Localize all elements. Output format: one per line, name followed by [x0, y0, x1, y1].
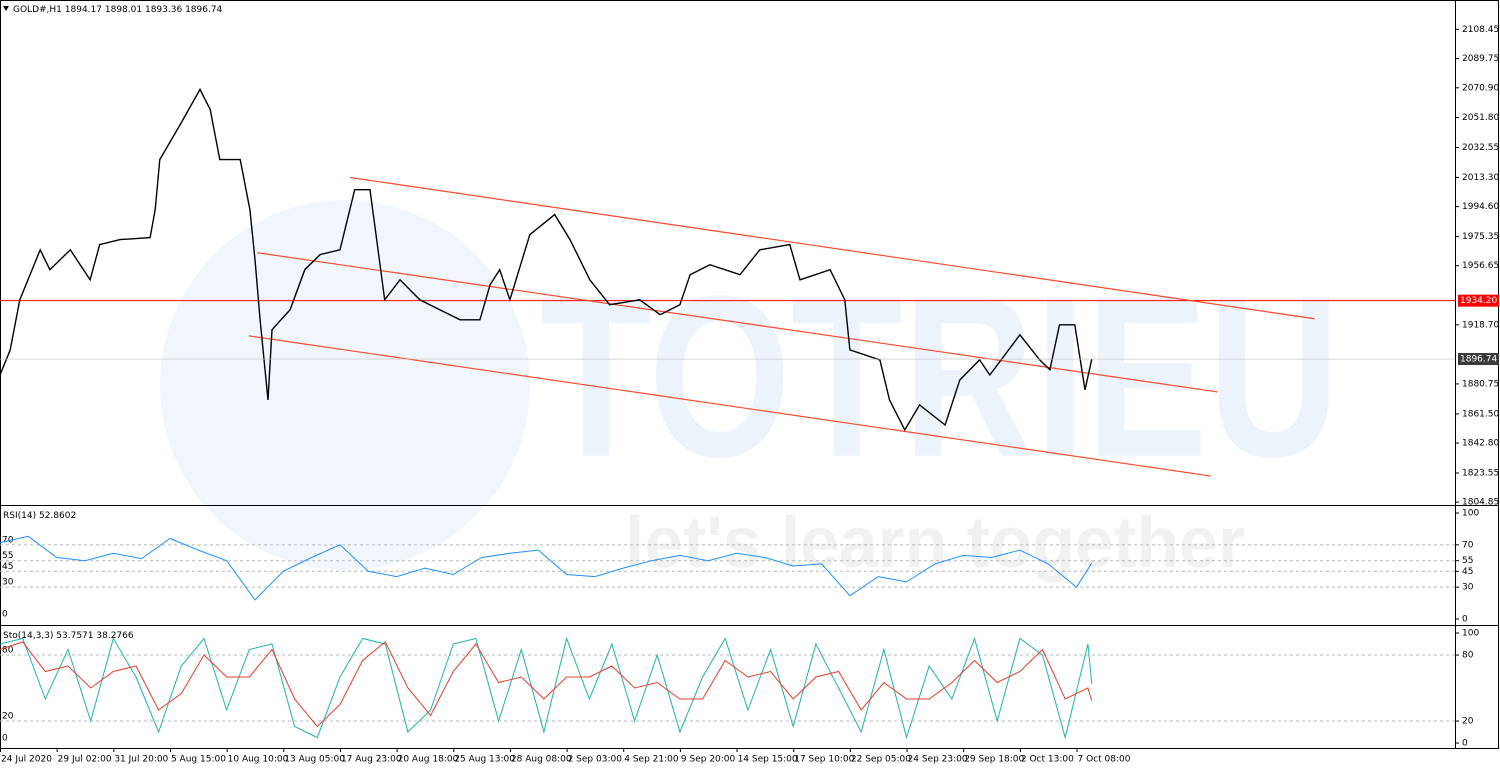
series-line [0, 641, 1093, 728]
x-tick-label: 31 Jul 20:00 [114, 755, 168, 765]
x-tick-label: 17 Aug 23:00 [341, 755, 402, 765]
indicator-header: Sto(14,3,3) 53.7571 38.2766 [3, 631, 134, 641]
x-tick-label: 9 Sep 20:00 [681, 755, 736, 765]
x-tick-label: 22 Sep 05:00 [851, 755, 911, 765]
watermark-logo [160, 200, 530, 570]
y-tick-label-left: 0 [2, 734, 8, 744]
trend-line [350, 176, 1315, 320]
indicator-value: 38.2766 [96, 631, 133, 641]
y-tick-label: 1842.80 [1462, 439, 1499, 449]
x-tick-label: 28 Aug 08:00 [511, 755, 572, 765]
y-tick-label: 0 [1462, 739, 1468, 749]
series-line [0, 535, 1093, 601]
y-tick-label-left: 0 [2, 609, 8, 619]
y-tick-label: 1918.70 [1462, 320, 1499, 330]
x-tick-label: 13 Aug 05:00 [284, 755, 345, 765]
x-tick-label: 24 Jul 2020 [1, 755, 52, 765]
y-tick-label: 1994.60 [1462, 202, 1499, 212]
y-tick-label: 1804.85 [1462, 498, 1499, 508]
y-tick-label-left: 20 [2, 712, 14, 722]
x-tick-label: 10 Aug 10:00 [228, 755, 289, 765]
symbol: GOLD#,H1 [13, 5, 62, 15]
y-tick-label-left: 30 [2, 578, 14, 588]
current-price-box [1458, 353, 1499, 366]
indicator-name: Sto(14,3,3) [3, 631, 53, 641]
x-tick-label: 14 Sep 15:00 [738, 755, 798, 765]
y-tick-label: 45 [1462, 567, 1473, 577]
y-tick-label-left: 70 [2, 535, 14, 545]
high: 1898.01 [105, 5, 142, 15]
x-tick-label: 17 Sep 10:00 [794, 755, 854, 765]
y-tick-label: 2089.75 [1462, 54, 1499, 64]
indicator-header: RSI(14) 52.8602 [3, 511, 76, 521]
x-tick-label: 25 Aug 13:00 [454, 755, 515, 765]
watermark-tagline: let's learn together [625, 503, 1245, 583]
close: 1896.74 [185, 5, 222, 15]
y-tick-label: 30 [1462, 583, 1474, 593]
hline-label: 1934.20 [1460, 296, 1497, 306]
symbol-header: GOLD#,H1 1894.17 1898.01 1893.36 1896.74 [13, 5, 223, 15]
x-tick-label: 24 Sep 23:00 [908, 755, 968, 765]
menu-arrow[interactable] [3, 6, 9, 11]
panel-frame [0, 625, 1499, 749]
trend-line [257, 252, 1218, 393]
x-tick-label: 4 Sep 21:00 [624, 755, 679, 765]
low: 1893.36 [145, 5, 182, 15]
y-tick-label-left: 45 [2, 562, 13, 572]
y-tick-label-left: 80 [2, 646, 14, 656]
x-tick-label: 29 Jul 02:00 [58, 755, 112, 765]
x-tick-label: 29 Sep 18:00 [964, 755, 1024, 765]
y-tick-label: 1956.65 [1462, 261, 1499, 271]
y-tick-label: 1823.55 [1462, 468, 1499, 478]
y-tick-label: 2108.45 [1462, 25, 1499, 35]
y-tick-label: 1880.75 [1462, 379, 1499, 389]
series-line [0, 87, 1093, 432]
indicator-name: RSI(14) [3, 511, 36, 521]
y-tick-label: 2070.90 [1462, 83, 1499, 93]
watermark-brand: TOTRIEU [540, 248, 1340, 505]
y-tick-label: 2051.80 [1462, 113, 1499, 123]
current-price-label: 1896.74 [1460, 355, 1497, 365]
x-tick-label: 20 Aug 18:00 [398, 755, 459, 765]
y-tick-label: 80 [1462, 651, 1474, 661]
y-tick-label: 100 [1462, 629, 1479, 639]
y-tick-label: 20 [1462, 717, 1474, 727]
y-tick-label-left: 55 [2, 551, 13, 561]
y-tick-label: 1861.50 [1462, 409, 1499, 419]
y-tick-label: 2013.30 [1462, 173, 1499, 183]
y-tick-label: 2032.55 [1462, 143, 1499, 153]
y-tick-label: 0 [1462, 614, 1468, 624]
x-tick-label: 5 Aug 15:00 [171, 755, 226, 765]
y-tick-label: 70 [1462, 540, 1474, 550]
x-tick-label: 2 Sep 03:00 [568, 755, 623, 765]
open: 1894.17 [65, 5, 102, 15]
hline-label-box [1458, 294, 1499, 307]
y-tick-label: 55 [1462, 556, 1473, 566]
y-tick-label: 100 [1462, 509, 1479, 519]
indicator-value: 52.8602 [39, 511, 76, 521]
series-line [0, 636, 1093, 740]
x-tick-label: 2 Oct 13:00 [1021, 755, 1074, 765]
x-tick-label: 7 Oct 08:00 [1078, 755, 1131, 765]
indicator-value: 53.7571 [56, 631, 93, 641]
y-tick-label: 1975.35 [1462, 232, 1499, 242]
